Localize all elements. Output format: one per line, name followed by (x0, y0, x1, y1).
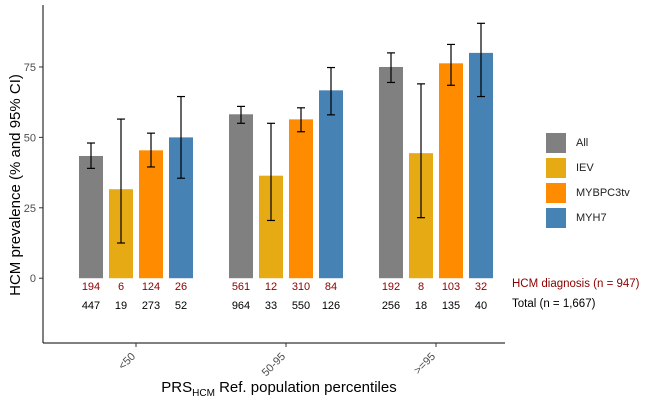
bar-all (79, 155, 103, 279)
hcm-diagnosis-label: HCM diagnosis (n = 947) (512, 278, 640, 290)
total-count-label: 964 (232, 300, 250, 312)
hcm-count-label: 32 (475, 281, 487, 293)
total-count-label: 447 (82, 300, 100, 312)
total-count-label: 126 (322, 300, 340, 312)
legend-item-all: All (546, 131, 630, 155)
legend-item-iev: IEV (546, 156, 630, 180)
legend-label-iev: IEV (576, 162, 594, 174)
x-axis-label: PRSHCM Ref. population percentiles (161, 379, 396, 399)
hcm-count-label: 194 (82, 281, 100, 293)
x-axis-label-main: PRS (161, 379, 192, 396)
legend-swatch-mybpc3tv (546, 183, 566, 203)
total-count-label: 52 (175, 300, 187, 312)
total-label: Total (n = 1,667) (512, 298, 596, 310)
hcm-count-label: 26 (175, 281, 187, 293)
bar-mybpc3tv (439, 63, 463, 279)
total-count-label: 550 (292, 300, 310, 312)
total-count-label: 256 (382, 300, 400, 312)
total-count-label: 18 (415, 300, 427, 312)
total-count-label: 40 (475, 300, 487, 312)
legend: All IEV MYBPC3tv MYH7 (546, 131, 630, 231)
hcm-count-label: 84 (325, 281, 337, 293)
hcm-count-label: 8 (418, 281, 424, 293)
y-tick-label: 50 (24, 132, 36, 144)
y-tick-label: 75 (24, 62, 36, 74)
legend-label-mybpc3tv: MYBPC3tv (576, 187, 630, 199)
hcm-count-label: 12 (265, 281, 277, 293)
bar-myh7 (319, 90, 343, 279)
legend-label-all: All (576, 137, 589, 149)
bar-all (379, 66, 403, 279)
x-tick-label: <50 (116, 351, 138, 373)
x-axis-label-subscript: HCM (192, 388, 215, 399)
bar-mybpc3tv (139, 150, 163, 279)
legend-swatch-iev (546, 158, 566, 178)
legend-item-myh7: MYH7 (546, 206, 630, 230)
legend-swatch-myh7 (546, 208, 566, 228)
hcm-count-label: 124 (142, 281, 160, 293)
bar-all (229, 114, 253, 279)
bar-mybpc3tv (289, 119, 313, 279)
legend-swatch-all (546, 133, 566, 153)
x-tick-label: >=95 (412, 351, 438, 377)
total-count-label: 19 (115, 300, 127, 312)
y-tick-label: 0 (30, 273, 36, 285)
y-tick-label: 25 (24, 203, 36, 215)
hcm-count-label: 310 (292, 281, 310, 293)
total-count-label: 135 (442, 300, 460, 312)
legend-item-mybpc3tv: MYBPC3tv (546, 181, 630, 205)
hcm-count-label: 561 (232, 281, 250, 293)
hcm-count-label: 103 (442, 281, 460, 293)
total-count-label: 273 (142, 300, 160, 312)
x-tick-label: 50-95 (260, 351, 288, 379)
hcm-count-label: 192 (382, 281, 400, 293)
y-axis-label: HCM prevalence (% and 95% CI) (7, 74, 24, 296)
hcm-count-label: 6 (118, 281, 124, 293)
x-axis-label-rest: Ref. population percentiles (215, 379, 397, 396)
total-count-label: 33 (265, 300, 277, 312)
legend-label-myh7: MYH7 (576, 212, 607, 224)
